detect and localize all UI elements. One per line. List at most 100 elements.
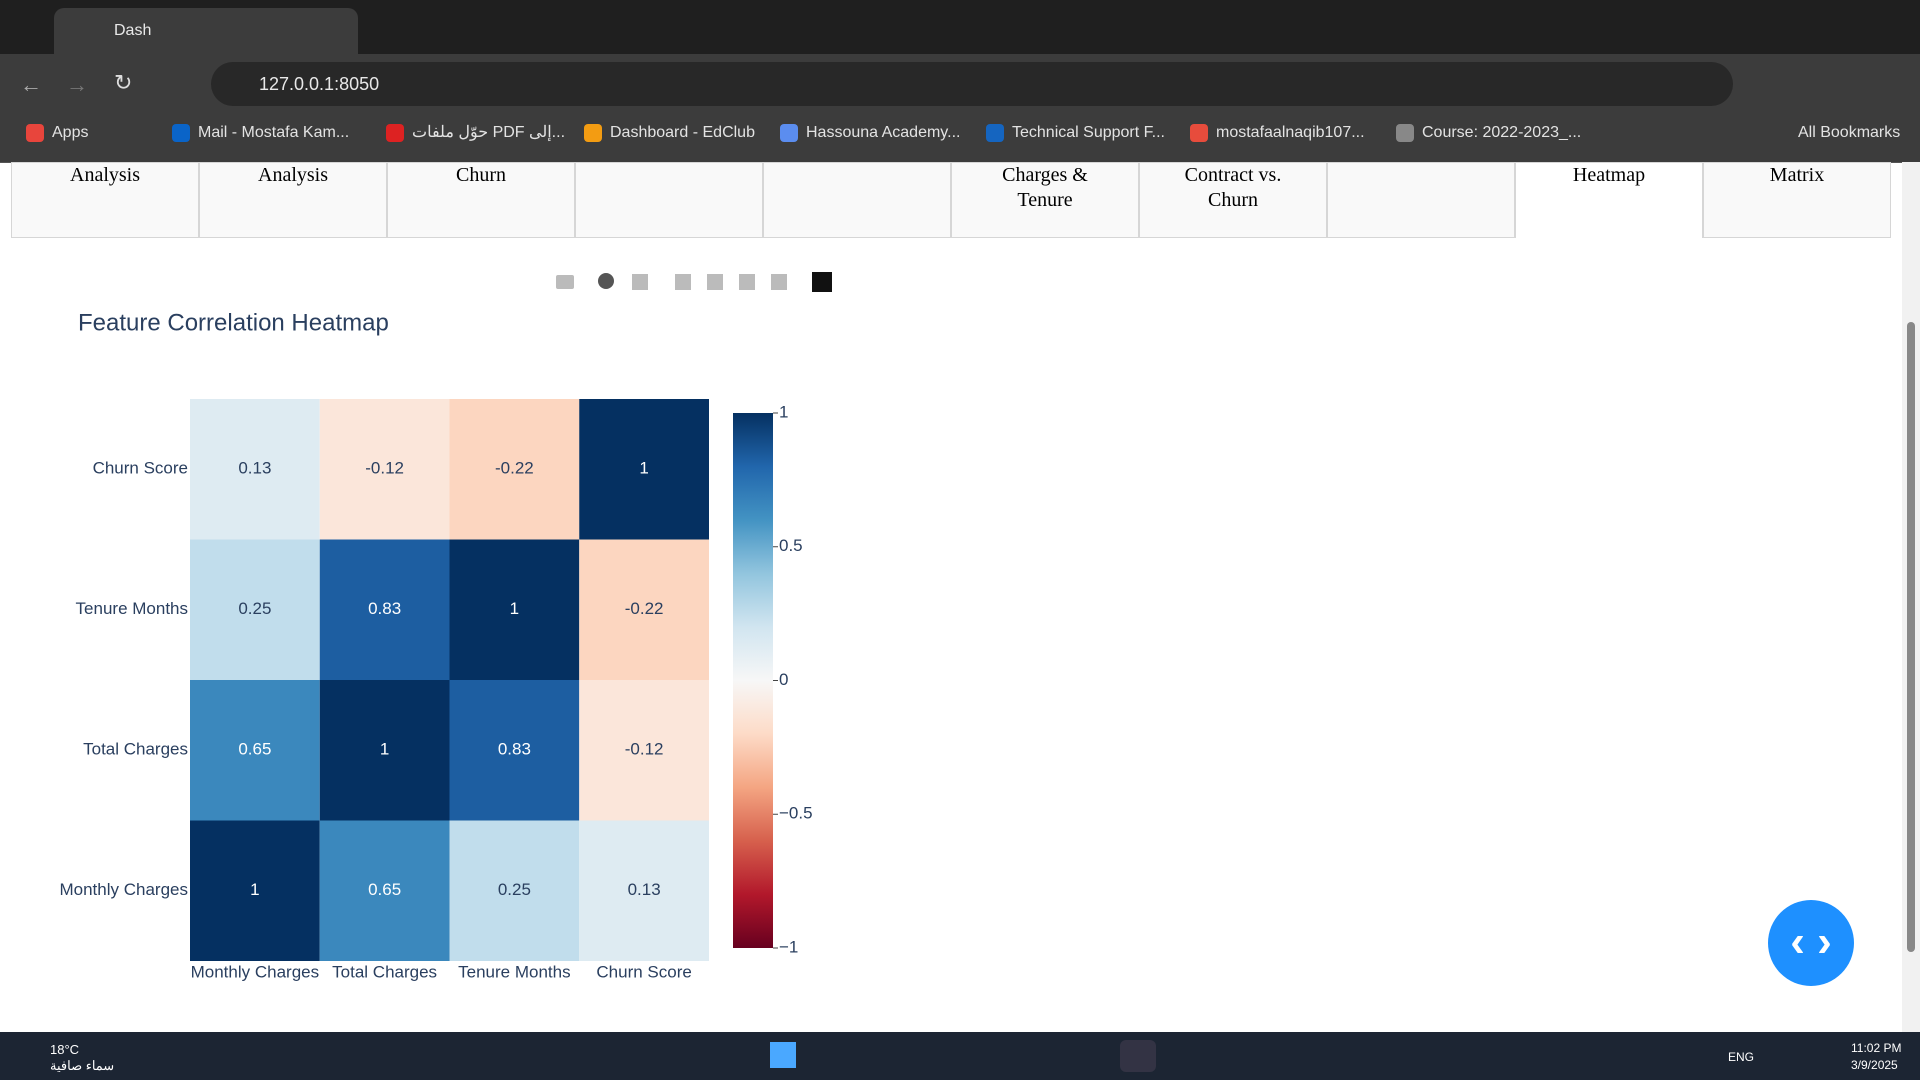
x-tick-label: Tenure Months (458, 962, 570, 981)
bookmark[interactable]: Course: 2022-2023_... (1396, 113, 1581, 153)
chrome-app[interactable] (1120, 1040, 1156, 1072)
heatmap-cell (190, 680, 320, 821)
y-tick-label: Total Charges (83, 740, 188, 759)
cell-label: -0.12 (365, 459, 404, 478)
bookmark[interactable]: Hassouna Academy... (780, 113, 960, 153)
heatmap-cell (449, 399, 580, 540)
tab[interactable] (575, 162, 763, 238)
cell-label: 1 (639, 459, 648, 478)
tab[interactable] (763, 162, 951, 238)
bookmark[interactable]: Apps (26, 113, 88, 153)
tab[interactable]: Churn (387, 162, 575, 238)
clock-time[interactable]: 11:02 PM (1851, 1041, 1902, 1055)
chart-title: Feature Correlation Heatmap (78, 309, 389, 336)
x-tick-label: Churn Score (596, 962, 691, 981)
cell-label: 0.83 (498, 740, 531, 759)
colorbar-tick-label: −1 (779, 937, 798, 956)
zoom-button[interactable] (598, 273, 614, 289)
tab[interactable] (1327, 162, 1515, 238)
address-bar[interactable]: 127.0.0.1:8050 (211, 62, 1733, 106)
camera-button[interactable] (556, 275, 574, 289)
heatmap-cell (190, 399, 320, 540)
cell-label: 0.25 (238, 599, 271, 618)
cell-label: 0.13 (628, 880, 661, 899)
bookmark-label: mostafaalnaqib107... (1216, 124, 1365, 141)
autoscale-button[interactable] (739, 274, 755, 290)
language[interactable]: ENG (1728, 1050, 1755, 1064)
reset-button[interactable] (771, 274, 787, 290)
heatmap-cell (319, 680, 450, 821)
tab-label: Heatmap (1572, 164, 1646, 186)
x-tick-label: Total Charges (332, 962, 437, 981)
bookmark-label: Technical Support F... (1012, 124, 1165, 141)
weather: سماء صافية (50, 1058, 115, 1073)
zoom-out-button[interactable] (707, 274, 723, 290)
tab[interactable]: Analysis (11, 162, 199, 238)
cell-label: 1 (510, 599, 519, 618)
cell-label: 0.65 (368, 880, 401, 899)
all-bookmarks[interactable]: All Bookmarks (1798, 124, 1901, 141)
cell-label: 0.25 (498, 880, 531, 899)
tab-label: Contract vs. Churn (1184, 164, 1282, 211)
dev-tools-button[interactable]: ‹ › (1768, 900, 1854, 986)
back-button[interactable]: ← (20, 72, 42, 97)
heatmap-cell (579, 680, 709, 821)
heatmap-cell (449, 820, 580, 961)
pan-button[interactable] (632, 274, 648, 290)
y-tick-label: Monthly Charges (59, 880, 188, 899)
temperature: 18°C (50, 1042, 80, 1057)
tab[interactable]: Matrix (1703, 162, 1891, 238)
cell-label: -0.22 (625, 599, 664, 618)
tab[interactable]: Heatmap (1515, 162, 1703, 238)
bookmark-label: Apps (52, 124, 89, 141)
x-tick-label: Monthly Charges (191, 962, 320, 981)
heatmap-cell (319, 539, 450, 680)
start-button[interactable] (770, 1042, 796, 1068)
heatmap-cell (579, 820, 709, 961)
bookmark-label: حوّل ملفات PDF إلى... (412, 124, 566, 141)
forward-button[interactable]: → (66, 72, 88, 97)
bookmark-label: Course: 2022-2023_... (1422, 124, 1582, 141)
colorbar-tick-label: 0 (779, 670, 788, 689)
bookmark[interactable]: Technical Support F... (986, 113, 1165, 153)
plotly-logo[interactable] (812, 272, 832, 292)
cell-label: 0.65 (238, 740, 271, 759)
heatmap-cell (190, 820, 320, 961)
colorbar-tick-label: 0.5 (779, 536, 803, 555)
bookmarks-bar: Apps Mail - Mostafa Kam... حوّل ملفات PDF … (0, 113, 1920, 163)
modebar (556, 272, 832, 292)
taskbar: 18°C سماء صافية ENG 11:02 PM 3/9/2025 (0, 1032, 1920, 1080)
bookmark[interactable]: mostafaalnaqib107... (1190, 113, 1365, 153)
tab[interactable]: Analysis (199, 162, 387, 238)
browser-tab[interactable]: Dash (54, 8, 358, 54)
tab[interactable]: Charges & Tenure (951, 162, 1139, 238)
heatmap-cell (449, 539, 580, 680)
cell-label: -0.22 (495, 459, 534, 478)
heatmap-cell (449, 680, 580, 821)
reload-button[interactable]: ↻ (114, 70, 133, 95)
y-tick-label: Tenure Months (76, 599, 188, 618)
bookmark[interactable]: حوّل ملفات PDF إلى... (386, 113, 565, 153)
colorbar-tick-label: −0.5 (779, 804, 813, 823)
heatmap-cell (579, 539, 709, 680)
heatmap-cell (579, 399, 709, 540)
tab[interactable]: Contract vs. Churn (1139, 162, 1327, 238)
bookmark[interactable]: Mail - Mostafa Kam... (172, 113, 349, 153)
bookmark[interactable]: Dashboard - EdClub (584, 113, 755, 153)
colorbar (733, 413, 773, 948)
tab-label: Churn (456, 164, 506, 186)
scrollbar[interactable] (1902, 162, 1920, 1032)
clock-date[interactable]: 3/9/2025 (1851, 1058, 1898, 1072)
heatmap-cell (319, 399, 450, 540)
heatmap-cell (319, 820, 450, 961)
cell-label: -0.12 (625, 740, 664, 759)
bookmark-label: Mail - Mostafa Kam... (198, 124, 350, 141)
y-tick-label: Churn Score (93, 459, 188, 478)
tab-label: Matrix (1769, 164, 1825, 186)
tab-label: Analysis (70, 164, 140, 186)
tab-label: Charges & Tenure (1002, 164, 1088, 211)
zoom-in-button[interactable] (675, 274, 691, 290)
colorbar-tick-label: 1 (779, 402, 788, 421)
cell-label: 0.13 (238, 459, 271, 478)
